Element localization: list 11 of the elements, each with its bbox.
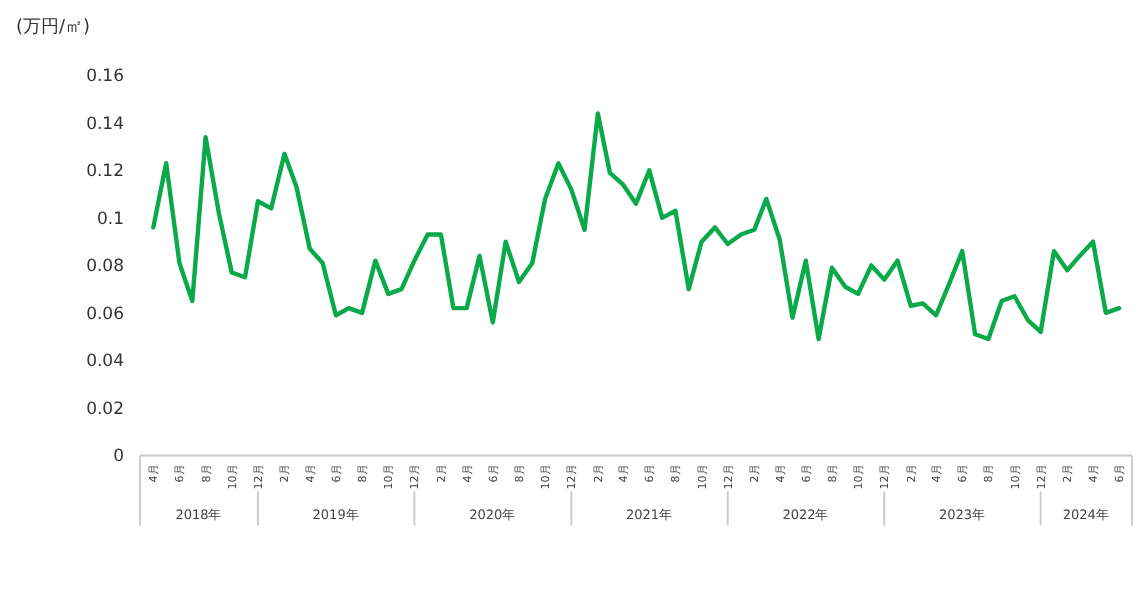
y-tick-label: 0.14 [86,114,124,135]
y-tick-label: 0.12 [86,162,124,183]
y-tick-label: 0.08 [86,257,124,278]
y-tick-label: 0.1 [96,209,124,230]
y-axis-title: (万円/㎡) [16,18,91,38]
y-tick-label: 0.16 [86,67,124,88]
line-series [151,111,1122,342]
y-tick-label: 0.06 [86,304,124,325]
y-tick-label: 0.04 [86,352,124,373]
y-tick-label: 0.02 [86,399,124,420]
y-tick-label: 0 [113,447,124,468]
